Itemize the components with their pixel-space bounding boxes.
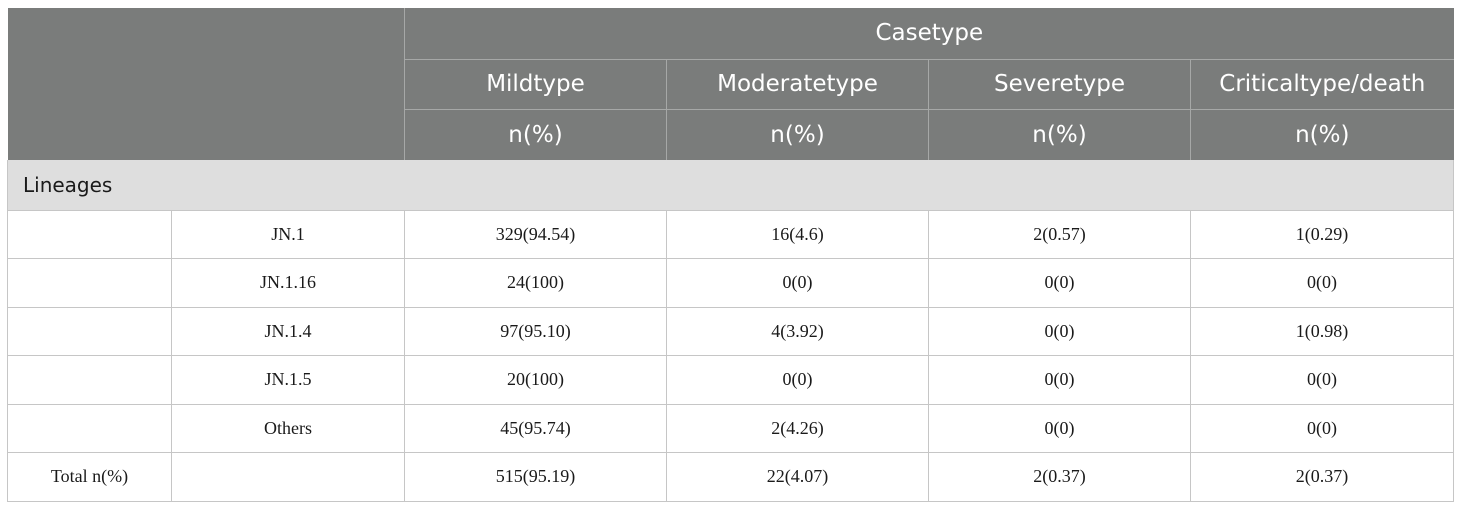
section-row-lineages: Lineages xyxy=(6,160,1455,210)
column-header-criticaltype-death: Criticaltype/death xyxy=(1189,59,1454,110)
severetype-cell: 2(0.37) xyxy=(928,452,1191,502)
section-label: Lineages xyxy=(6,160,1455,210)
criticaltype-death-cell: 0(0) xyxy=(1189,403,1455,453)
moderatetype-cell: 22(4.07) xyxy=(666,452,929,502)
severetype-cell: 2(0.57) xyxy=(928,209,1191,259)
unit-header-mildtype: n(%) xyxy=(404,109,667,160)
table-row-total: Total n(%) 515(95.19) 22(4.07) 2(0.37) 2… xyxy=(7,452,1455,502)
mildtype-cell: 24(100) xyxy=(404,258,667,308)
mildtype-cell: 515(95.19) xyxy=(404,452,667,502)
severetype-cell: 0(0) xyxy=(928,355,1191,405)
moderatetype-cell: 0(0) xyxy=(666,258,929,308)
criticaltype-death-cell: 0(0) xyxy=(1189,258,1455,308)
table-row: JN.1.5 20(100) 0(0) 0(0) 0(0) xyxy=(7,355,1455,405)
mildtype-cell: 97(95.10) xyxy=(404,306,667,356)
criticaltype-death-cell: 1(0.98) xyxy=(1189,306,1455,356)
severetype-cell: 0(0) xyxy=(928,306,1191,356)
lineage-cell xyxy=(171,452,405,502)
moderatetype-cell: 16(4.6) xyxy=(666,209,929,259)
criticaltype-death-cell: 2(0.37) xyxy=(1189,452,1455,502)
column-header-severetype: Severetype xyxy=(928,59,1191,110)
table-row: JN.1 329(94.54) 16(4.6) 2(0.57) 1(0.29) xyxy=(7,209,1455,259)
row-label-cell xyxy=(7,209,172,259)
lineage-cell: JN.1.4 xyxy=(171,306,405,356)
moderatetype-cell: 2(4.26) xyxy=(666,403,929,453)
lineage-cell: Others xyxy=(171,403,405,453)
mildtype-cell: 45(95.74) xyxy=(404,403,667,453)
moderatetype-cell: 0(0) xyxy=(666,355,929,405)
mildtype-cell: 20(100) xyxy=(404,355,667,405)
row-label-cell xyxy=(7,355,172,405)
lineage-cell: JN.1.5 xyxy=(171,355,405,405)
row-label-cell xyxy=(7,403,172,453)
moderatetype-cell: 4(3.92) xyxy=(666,306,929,356)
unit-header-criticaltype-death: n(%) xyxy=(1189,109,1454,160)
table-row: JN.1.4 97(95.10) 4(3.92) 0(0) 1(0.98) xyxy=(7,306,1455,356)
casetype-group-header: Casetype xyxy=(403,8,1454,60)
casetype-table: Casetype Mildtype Moderatetype Severetyp… xyxy=(6,8,1455,502)
column-header-mildtype: Mildtype xyxy=(404,59,667,110)
severetype-cell: 0(0) xyxy=(928,403,1191,453)
criticaltype-death-cell: 1(0.29) xyxy=(1189,209,1455,259)
row-label-cell xyxy=(7,306,172,356)
unit-header-severetype: n(%) xyxy=(928,109,1191,160)
criticaltype-death-cell: 0(0) xyxy=(1189,355,1455,405)
lineage-cell: JN.1 xyxy=(171,209,405,259)
row-label-cell xyxy=(7,258,172,308)
column-header-moderatetype: Moderatetype xyxy=(666,59,929,110)
header-row-group: Casetype xyxy=(7,8,1454,160)
header-row-columns: Mildtype Moderatetype Severetype Critica… xyxy=(8,59,1454,110)
lineage-cell: JN.1.16 xyxy=(171,258,405,308)
mildtype-cell: 329(94.54) xyxy=(404,209,667,259)
header-row-units: n(%) n(%) n(%) n(%) xyxy=(8,109,1454,160)
header-corner-cell xyxy=(7,8,405,160)
unit-header-moderatetype: n(%) xyxy=(666,109,929,160)
table-row: Others 45(95.74) 2(4.26) 0(0) 0(0) xyxy=(7,403,1455,453)
table-row: JN.1.16 24(100) 0(0) 0(0) 0(0) xyxy=(7,258,1455,308)
total-label-cell: Total n(%) xyxy=(7,452,172,502)
severetype-cell: 0(0) xyxy=(928,258,1191,308)
